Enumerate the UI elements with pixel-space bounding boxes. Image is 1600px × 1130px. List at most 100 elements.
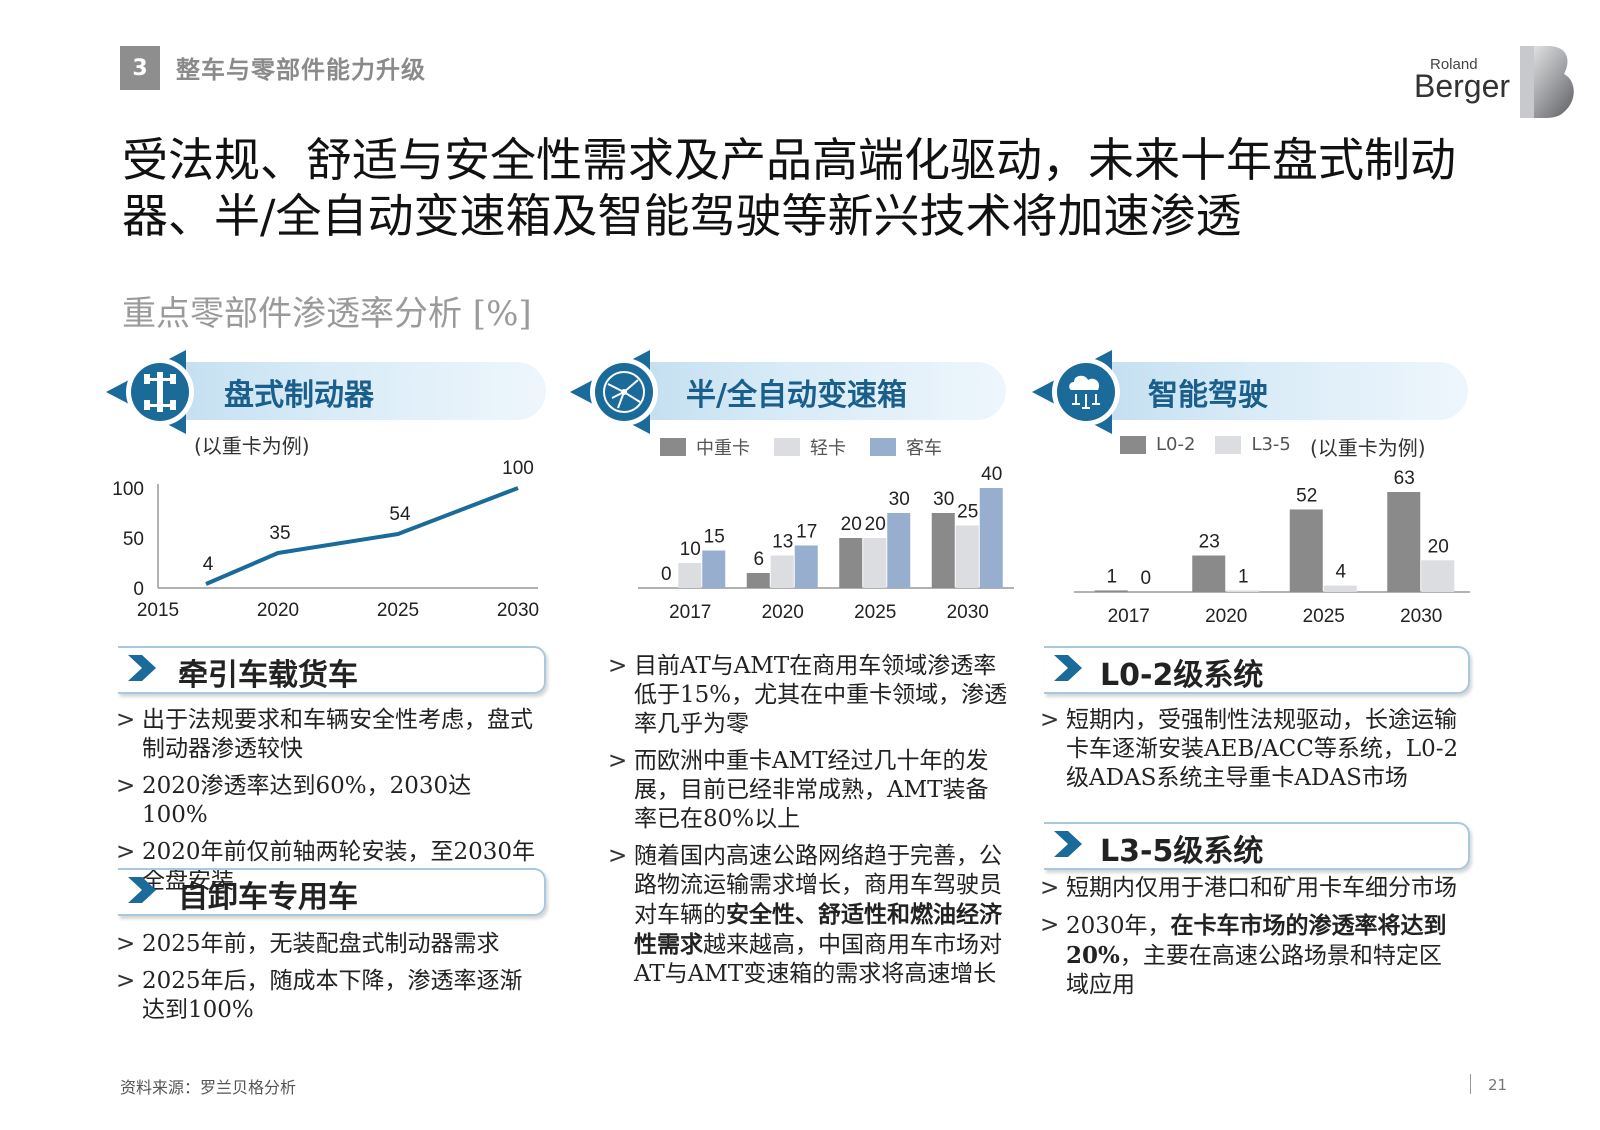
legend-item: 中重卡 [660,434,750,460]
bar [955,525,979,588]
bullet-item: 2025年前，无装配盘式制动器需求 [116,930,536,959]
data-label: 4 [1335,562,1346,583]
logo-b-icon [1520,46,1574,118]
data-label: 54 [389,504,411,525]
bar [1323,585,1357,592]
bullet-item: 2030年，在卡车市场的渗透率将达到20%，主要在高速公路场景和特定区域应用 [1040,911,1464,1000]
subhead-l3-5 [1044,822,1470,870]
data-label: 13 [772,532,793,553]
legend-swatch [1215,435,1242,454]
x-tick-label: 2020 [257,600,299,621]
data-label: 6 [753,549,764,570]
subhead-label: 自卸车专用车 [178,880,358,915]
footer-source: 资料来源：罗兰贝格分析 [120,1078,297,1097]
bullet-item: 随着国内高速公路网络趋于完善，公路物流运输需求增长，商用车驾驶员对车辆的安全性、… [608,842,1008,989]
legend: 中重卡 轻卡 客车 [660,434,942,460]
legend-swatch [870,438,896,456]
legend: L0-2 L3-5 [1120,434,1291,455]
legend-item: 客车 [870,434,942,460]
bullet-list: 短期内，受强制性法规驱动，长途运输卡车逐渐安装AEB/ACC等系统，L0-2级A… [1040,706,1464,801]
bar-chart-smart-driving: 1 0 2017 23 1 2020 52 4 2025 63 20 2030 [1074,468,1470,627]
data-label: 100 [502,458,534,479]
data-label: 25 [957,502,978,523]
bar [1289,509,1323,592]
bar [770,555,794,588]
data-label: 20 [841,514,862,535]
legend-item: L3-5 [1215,434,1291,455]
page-divider [1470,1074,1471,1094]
legend-swatch [774,438,800,456]
bar [887,513,911,588]
legend-label: L3-5 [1251,434,1291,455]
bullet-text: 随着国内高速公路网络趋于完善，公路物流运输需求增长，商用车驾驶员对车辆的 [634,843,1002,928]
subhead-label: 牵引车载货车 [178,658,358,693]
bar [1387,492,1421,592]
data-label: 17 [796,522,817,543]
panel-banner-smart-driving [1068,362,1468,420]
logo-text-roland: Roland [1430,56,1478,73]
bar [702,550,726,588]
y-tick-label: 0 [133,579,144,600]
arrow-right-icon [128,655,156,681]
y-tick-label: 50 [123,529,144,550]
bar [746,573,770,588]
x-tick-label: 2017 [669,602,711,623]
y-tick-label: 100 [112,479,144,500]
data-label: 40 [981,464,1002,485]
bullet-text-bold: 在卡车市场的渗透率将达到20% [1066,912,1447,969]
bar [794,545,818,588]
x-tick-label: 2017 [1108,606,1150,627]
arrow-right-icon [1054,831,1082,857]
legend-label: L0-2 [1156,434,1196,455]
x-tick-label: 2020 [1205,606,1247,627]
gear-network-icon [570,350,658,434]
page-number: 21 [1488,1076,1508,1094]
panel-banner-disc-brake [140,362,546,420]
data-label: 23 [1199,531,1220,552]
bullet-text-bold: 安全性、舒适性和燃油经济性需求 [634,901,1002,958]
bar [839,538,863,588]
x-tick-label: 2025 [854,602,896,623]
data-label: 0 [661,564,672,585]
legend-label: 中重卡 [696,438,750,459]
bullet-list: 2025年前，无装配盘式制动器需求 2025年后，随成本下降，渗透率逐渐达到10… [116,930,536,1033]
legend-swatch [1120,435,1146,454]
arrow-right-icon [128,877,156,903]
x-tick-label: 2030 [947,602,989,623]
x-tick-label: 2030 [497,600,539,621]
panel-title-disc-brake: 盘式制动器 [224,378,374,413]
panel-banner-transmission [606,362,1006,420]
data-label: 4 [203,554,214,575]
data-label: 30 [889,489,910,510]
data-label: 10 [680,539,701,560]
arrow-right-icon [1054,655,1082,681]
section-number: 3 [120,46,160,90]
x-tick-label: 2020 [762,602,804,623]
data-label: 1 [1238,566,1249,587]
x-tick-label: 2025 [1303,606,1345,627]
subhead-dump-truck [118,868,546,916]
section-title: 整车与零部件能力升级 [176,56,426,84]
bullet-item: 而欧洲中重卡AMT经过几十年的发展，目前已经非常成熟，AMT装备率已在80%以上 [608,747,1008,834]
data-label: 63 [1394,468,1415,489]
data-label: 52 [1296,485,1317,506]
bullet-item: 2025年后，随成本下降，渗透率逐渐达到100% [116,967,536,1025]
legend-item: 轻卡 [774,434,846,460]
panel-note-disc-brake: (以重卡为例) [194,434,310,458]
bullet-item: 出于法规要求和车辆安全性考虑，盘式制动器渗透较快 [116,706,536,764]
x-tick-label: 2025 [377,600,419,621]
subhead-label: L3-5级系统 [1100,834,1264,869]
data-label: 1 [1106,566,1117,587]
bullet-list: 短期内仅用于港口和矿用卡车细分市场 2030年，在卡车市场的渗透率将达到20%，… [1040,874,1464,1008]
bullet-item: 2020渗透率达到60%，2030达100% [116,772,536,830]
bar [863,538,887,588]
line-chart-disc-brake: 0 50 100 2015 2020 2025 2030 4 35 54 100 [112,458,539,621]
data-label: 20 [865,514,886,535]
bar [931,513,955,588]
axle-icon [106,350,194,434]
cloud-network-icon [1032,350,1120,434]
panel-title-transmission: 半/全自动变速箱 [686,378,907,413]
bar [1226,590,1260,592]
bullet-item: 目前AT与AMT在商用车领域渗透率低于15%，尤其在中重卡领域，渗透率几乎为零 [608,652,1008,739]
bullet-list: 目前AT与AMT在商用车领域渗透率低于15%，尤其在中重卡领域，渗透率几乎为零 … [608,652,1008,997]
